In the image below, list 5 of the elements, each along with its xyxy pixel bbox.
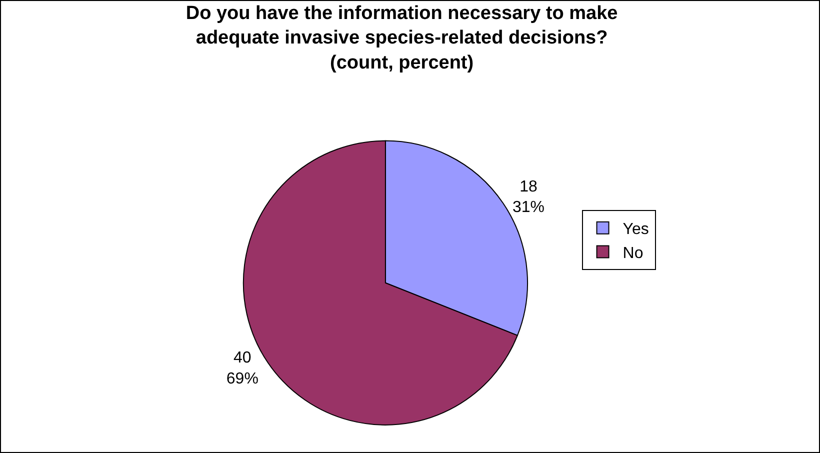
data-label: 18 31% (512, 178, 545, 216)
legend-label: No (622, 244, 644, 262)
data-label: 40 69% (226, 350, 258, 388)
chart-title: Do you have the information necessary to make adequate invasive species-related decisions? (count, percent) (186, 3, 618, 74)
legend-label: Yes (622, 221, 649, 238)
